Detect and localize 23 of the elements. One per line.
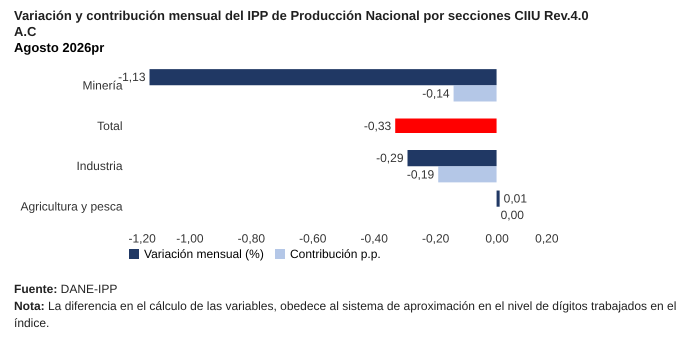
data-label: 0,00 bbox=[500, 208, 524, 222]
text: Nota: La diferencia en el cálculo de las variables, obedece al sistema de aproximación en el nivel de dígitos trabajados en el índice. bbox=[14, 298, 678, 332]
x-tick-label: -0,20 bbox=[422, 232, 450, 246]
x-tick-label: 0,00 bbox=[485, 232, 510, 246]
x-tick-label: -1,00 bbox=[176, 232, 204, 246]
y-tick-label: Total bbox=[97, 118, 122, 133]
data-label: -0,29 bbox=[376, 151, 404, 166]
data-label: 0,01 bbox=[504, 192, 528, 206]
y-tick-label: Industria bbox=[76, 159, 123, 174]
x-tick-label: -0,80 bbox=[238, 232, 266, 246]
chart-title: Variación y contribución mensual del IPP de Producción Nacional por secciones CIIU Rev.4.0 A.C bbox=[13, 7, 590, 40]
x-tick-label: -0,40 bbox=[360, 232, 388, 246]
data-label: -0,33 bbox=[364, 118, 392, 133]
y-tick-label: Agricultura y pesca bbox=[20, 200, 123, 214]
source-note: Fuente: DANE-IPP bbox=[14, 281, 118, 298]
x-tick-label: -1,20 bbox=[128, 232, 156, 246]
legend-label: Variación mensual (%) bbox=[144, 247, 264, 261]
legend-label: Contribución p.p. bbox=[290, 247, 381, 261]
data-label: -0,19 bbox=[406, 167, 435, 182]
x-tick-label: 0,20 bbox=[535, 232, 559, 246]
data-label: -0,14 bbox=[422, 86, 450, 100]
chart-subtitle: Agosto 2026pr bbox=[13, 40, 106, 56]
x-tick-label: -0,60 bbox=[299, 232, 327, 246]
